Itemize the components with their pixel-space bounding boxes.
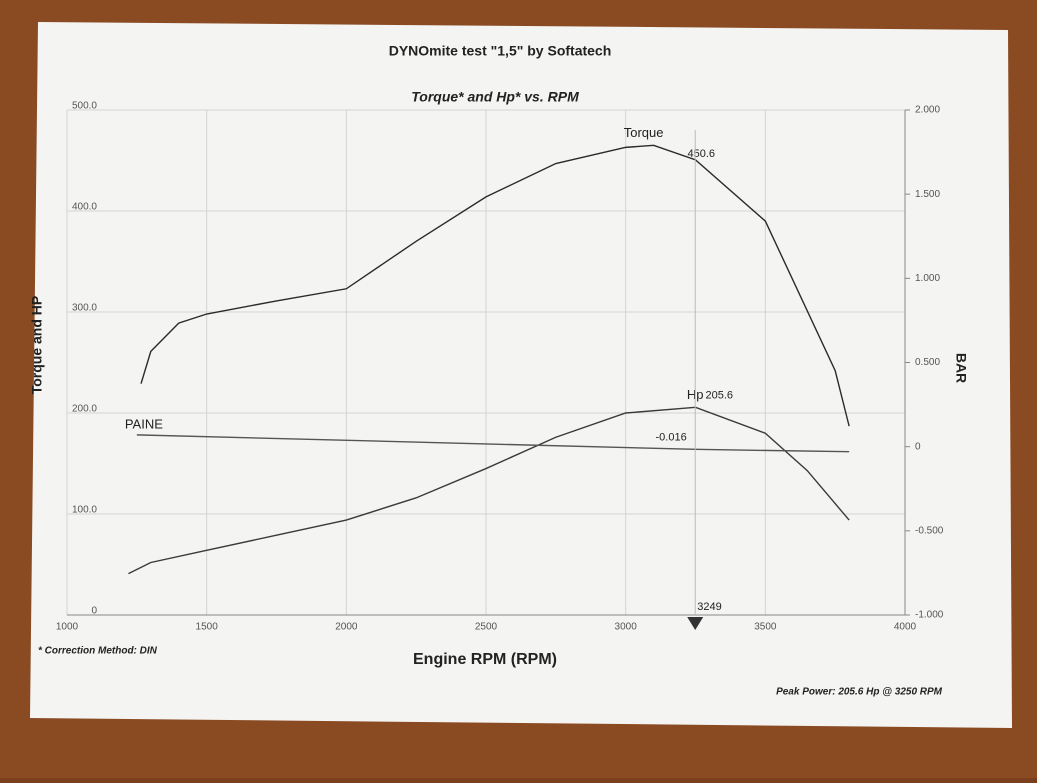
chart-title: DYNOmite test "1,5" by Softatech <box>389 43 612 59</box>
series-name: Torque <box>624 125 664 140</box>
y2-tick-label: 0.500 <box>915 357 940 368</box>
x-tick-label: 1000 <box>56 622 79 633</box>
y2-tick-label: 2.000 <box>915 105 940 116</box>
peak-note: Peak Power: 205.6 Hp @ 3250 RPM <box>776 687 943 698</box>
annotation: -0.016 <box>656 431 687 443</box>
y-tick-label: 100.0 <box>72 505 97 516</box>
x-tick-label: 1500 <box>196 622 219 633</box>
paper <box>30 22 1012 728</box>
y2-tick-label: 1.000 <box>915 273 940 284</box>
y2-tick-label: -0.500 <box>915 525 944 536</box>
annotation: 205.6 <box>706 389 734 401</box>
y-tick-label: 500.0 <box>72 101 97 112</box>
x-tick-label: 4000 <box>894 622 917 633</box>
x-tick-label: 3500 <box>754 622 777 633</box>
x-tick-label: 2000 <box>335 622 358 633</box>
y2-tick-label: 0 <box>915 441 921 452</box>
annotation: 450.6 <box>688 148 716 160</box>
y-tick-label: 300.0 <box>72 303 97 314</box>
chart-subtitle: Torque* and Hp* vs. RPM <box>411 89 579 105</box>
y2-tick-label: -1.000 <box>915 610 944 621</box>
series-name: PAINE <box>125 416 163 431</box>
marker-label: 3249 <box>697 601 721 613</box>
y-axis-title: Torque and HP <box>29 296 45 395</box>
series-line <box>128 406 850 575</box>
marker <box>687 617 704 630</box>
series-line <box>140 144 850 427</box>
x-tick-label: 2500 <box>475 622 498 633</box>
y-tick-label: 400.0 <box>72 202 97 213</box>
y2-tick-label: 1.500 <box>915 189 940 200</box>
y-tick-label: 200.0 <box>72 404 97 415</box>
footnote: * Correction Method: DIN <box>38 646 158 657</box>
y2-axis-title: BAR <box>953 353 969 383</box>
y-tick-label: 0 <box>91 606 97 617</box>
x-axis-title: Engine RPM (RPM) <box>413 651 557 668</box>
x-tick-label: 3000 <box>615 622 638 633</box>
